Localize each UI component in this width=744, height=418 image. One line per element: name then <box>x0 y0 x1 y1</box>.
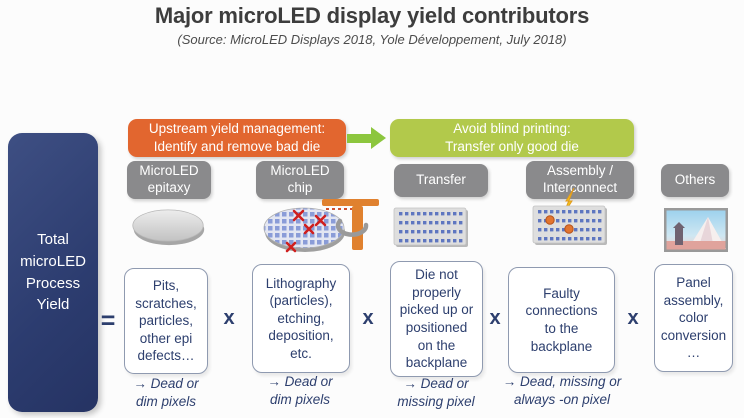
display-panel-icon <box>664 208 728 252</box>
arrow-shaft <box>347 133 371 143</box>
right-arrow-icon <box>347 127 389 149</box>
total-yield-label: Total microLED Process Yield <box>20 231 86 314</box>
transfer-panel-icon <box>393 207 468 247</box>
times-operator: x <box>362 306 374 329</box>
effect-assembly: → Dead, missing or always -on pixel <box>502 374 622 408</box>
wafer-defects-icon <box>263 199 379 253</box>
times-operator: x <box>489 306 501 329</box>
page-title: Major microLED display yield contributor… <box>154 3 590 28</box>
die-array <box>538 210 602 241</box>
faulty-connection-dots <box>545 215 574 234</box>
banner-upstream-yield: Upstream yield management: Identify and … <box>128 119 346 157</box>
stage-label-transfer: Transfer <box>394 164 488 197</box>
times-operator: x <box>627 306 639 329</box>
pagoda-silhouette <box>675 228 683 245</box>
cause-box-others: Panel assembly, color conversion … <box>654 264 733 372</box>
effect-transfer: → Dead or missing pixel <box>397 376 475 410</box>
bad-die-x-marks <box>285 209 327 253</box>
stage-label-chip: MicroLED chip <box>256 161 344 199</box>
total-yield-box: Total microLED Process Yield <box>8 133 98 412</box>
page-subtitle: (Source: MicroLED Displays 2018, Yole Dé… <box>177 32 567 47</box>
arrow-head <box>371 127 386 149</box>
stage-label-epitaxy: MicroLED epitaxy <box>127 161 211 199</box>
cause-box-assembly: Faulty connections to the backplane <box>508 267 615 373</box>
stage-label-assembly: Assembly / Interconnect <box>526 161 634 199</box>
wafer-icon <box>132 209 205 246</box>
cause-box-transfer: Die not properly picked up or positioned… <box>390 261 483 377</box>
assembly-panel-icon <box>532 188 607 245</box>
stage-label-others: Others <box>661 164 729 197</box>
cause-box-epitaxy: Pits, scratches, particles, other epi de… <box>124 268 208 374</box>
equals-operator: = <box>100 306 116 335</box>
pick-tool-icon <box>322 199 379 250</box>
cause-box-chip: Lithography (particles), etching, deposi… <box>252 264 350 373</box>
times-operator: x <box>223 306 235 329</box>
effect-epitaxy: → Dead or dim pixels <box>133 376 199 410</box>
effect-chip: → Dead or dim pixels <box>267 374 333 408</box>
die-array <box>399 212 463 243</box>
banner-avoid-blind-printing: Avoid blind printing: Transfer only good… <box>390 119 634 157</box>
